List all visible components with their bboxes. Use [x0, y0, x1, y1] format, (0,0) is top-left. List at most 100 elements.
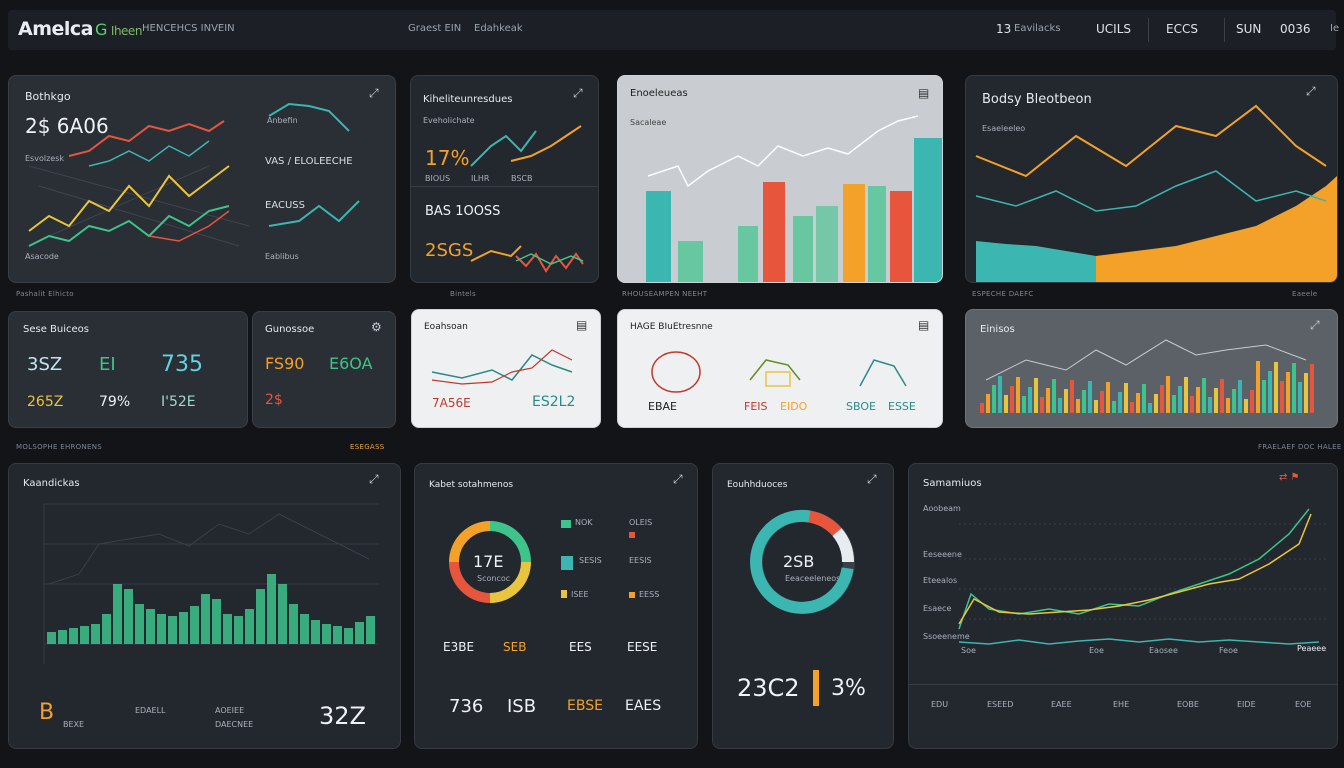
stat-value: UCILS [1096, 22, 1132, 36]
kpi-value: FS90 [265, 354, 305, 373]
axis-tick: Soe [961, 646, 976, 655]
histogram-bar [1292, 363, 1296, 413]
menu-icon[interactable]: ▤ [918, 318, 930, 332]
section-label: Bintels [450, 290, 476, 298]
donut-sub: Sconcoc [477, 574, 511, 583]
panel-trends[interactable]: Kiheliteunresdues Eveholichate 17% BIOUS… [410, 75, 599, 283]
panel-overview[interactable]: Bothkgo 2$ 6A06 Esvolzesk Asacode Anbefi… [8, 75, 396, 283]
histogram-bar [146, 609, 155, 644]
expand-icon[interactable]: ⤢ [1310, 318, 1320, 332]
app-logo[interactable]: Amelca G Iheen [18, 18, 142, 40]
histogram-bar [157, 614, 166, 644]
histogram-bar [1304, 373, 1308, 413]
histogram-bar [1124, 383, 1128, 413]
kpi-value: E6OA [329, 354, 373, 373]
header-center-label[interactable]: Graest EIN [408, 23, 462, 34]
panel-kpis[interactable]: Sese Buiceos 3SZ EI 735 265Z 79% I'52E [8, 311, 248, 428]
level-bar [813, 670, 819, 706]
kpi-value: I'52E [161, 394, 196, 410]
histogram-bar [1112, 401, 1116, 413]
foot-label: EHE [1113, 700, 1130, 709]
histogram-bar [1136, 393, 1140, 413]
panel-histogram-large[interactable]: Kaandickas ⤢ B BEXE EDAELL AOEIEE DAECNE… [8, 463, 401, 749]
histogram-bar [1250, 390, 1254, 413]
legend-label: EESIS [629, 556, 652, 565]
panel-histogram[interactable]: Einisos ⤢ [965, 309, 1338, 428]
kpi-value: 23C2 [737, 674, 800, 702]
panel-title: Gunossoe [265, 324, 315, 335]
line-chart [958, 508, 1329, 645]
histogram-bar [1298, 382, 1302, 413]
divider [909, 684, 1337, 685]
histogram-bar [1286, 372, 1290, 413]
panel-title: Einisos [980, 324, 1015, 335]
histogram-bar [1010, 386, 1014, 413]
histogram-bar [1016, 377, 1020, 413]
line-chart [28, 102, 360, 247]
kpi-value: EES [569, 640, 592, 654]
kpi-value: 7A56E [432, 396, 471, 410]
panel-gauges[interactable]: Gunossoe ⚙ FS90 E6OA 2$ [252, 311, 396, 428]
mini-label: ILHR [471, 174, 490, 183]
mini-label: EACUSS [265, 200, 305, 211]
histogram-bar [1196, 387, 1200, 413]
kpi-value: EESE [627, 640, 658, 654]
section-label: ESEGASS [350, 443, 385, 451]
settings-icon[interactable]: ⚙ [371, 320, 382, 334]
expand-icon[interactable]: ⤢ [369, 472, 379, 486]
stat-value: 13 [996, 22, 1012, 36]
foot-label: ESEED [987, 700, 1014, 709]
panel-area[interactable]: Bodsy Bleotbeon Esaeleeleo ⤢ [965, 75, 1338, 283]
legend-swatch [561, 520, 571, 528]
foot-label: EIDE [1237, 700, 1256, 709]
legend-label: OLEIS [629, 518, 653, 527]
expand-icon[interactable]: ⤢ [573, 86, 583, 100]
section-label: ESPECHE DAEFC [972, 290, 1034, 298]
histogram-bar [212, 599, 221, 644]
histogram-bar [1256, 361, 1260, 413]
kpi-value: 3% [831, 676, 866, 701]
histogram-bar [1166, 376, 1170, 413]
kpi-value: EAES [625, 698, 662, 714]
histogram-bar [1118, 392, 1122, 413]
panel-donuts-light[interactable]: HAGE BIuEtresnne ▤ EBAE FEIS EIDO SBOE E… [617, 309, 943, 428]
axis-tick: Ssoeeneme [923, 632, 970, 641]
panel-title: Samamiuos [923, 478, 982, 489]
donut-chart [750, 509, 855, 614]
expand-icon[interactable]: ⤢ [369, 86, 379, 100]
foot-label: EDAELL [135, 706, 166, 715]
menu-icon[interactable]: ▤ [918, 86, 930, 100]
histogram-bar [267, 574, 276, 644]
menu-icon[interactable]: ▤ [576, 318, 588, 332]
panel-title: Bothkgo [25, 90, 71, 103]
histogram-bar [1280, 381, 1284, 413]
header-center-label-2[interactable]: Edahkeak [474, 23, 523, 34]
panel-bars[interactable]: Enoeleueas Sacaleae ▤ [617, 75, 943, 283]
stat-value: SUN [1236, 22, 1262, 36]
symbol: B [39, 700, 55, 725]
histogram-bar [1154, 394, 1158, 413]
controls-icon[interactable]: ⇄ ⚑ [1279, 472, 1300, 483]
panel-donut[interactable]: Eouhhduoces ⤢ 2SB Eeaceeleneose 23C2 3% [712, 463, 894, 749]
histogram-bar [992, 385, 996, 413]
panel-donut-legend[interactable]: Kabet sotahmenos ⤢ 17E Sconcoc NOK OLEIS… [414, 463, 698, 749]
line-chart [431, 349, 573, 385]
area-chart [975, 104, 1337, 282]
expand-icon[interactable]: ⤢ [1306, 84, 1316, 98]
kpi-value: 3SZ [27, 354, 63, 375]
histogram-bar [58, 630, 67, 644]
histogram-bar [1226, 398, 1230, 413]
panel-line-light[interactable]: Eoahsoan ▤ 7A56E ES2L2 [411, 309, 601, 428]
expand-icon[interactable]: ⤢ [867, 472, 877, 486]
panel-title: Kabet sotahmenos [429, 480, 514, 490]
histogram-bar [1274, 362, 1278, 413]
panel-title: Bodsy Bleotbeon [982, 92, 1092, 107]
divider [1148, 18, 1149, 42]
panel-multiline[interactable]: Samamiuos ⇄ ⚑ Aoobeam Eeseeene Eteealos … [908, 463, 1338, 749]
panel-sub: Eveholichate [423, 116, 475, 125]
histogram-chart [43, 503, 379, 664]
histogram-bar [1310, 364, 1314, 413]
expand-icon[interactable]: ⤢ [673, 472, 683, 486]
kpi-value: 17% [425, 146, 470, 170]
histogram-bar [1106, 382, 1110, 413]
